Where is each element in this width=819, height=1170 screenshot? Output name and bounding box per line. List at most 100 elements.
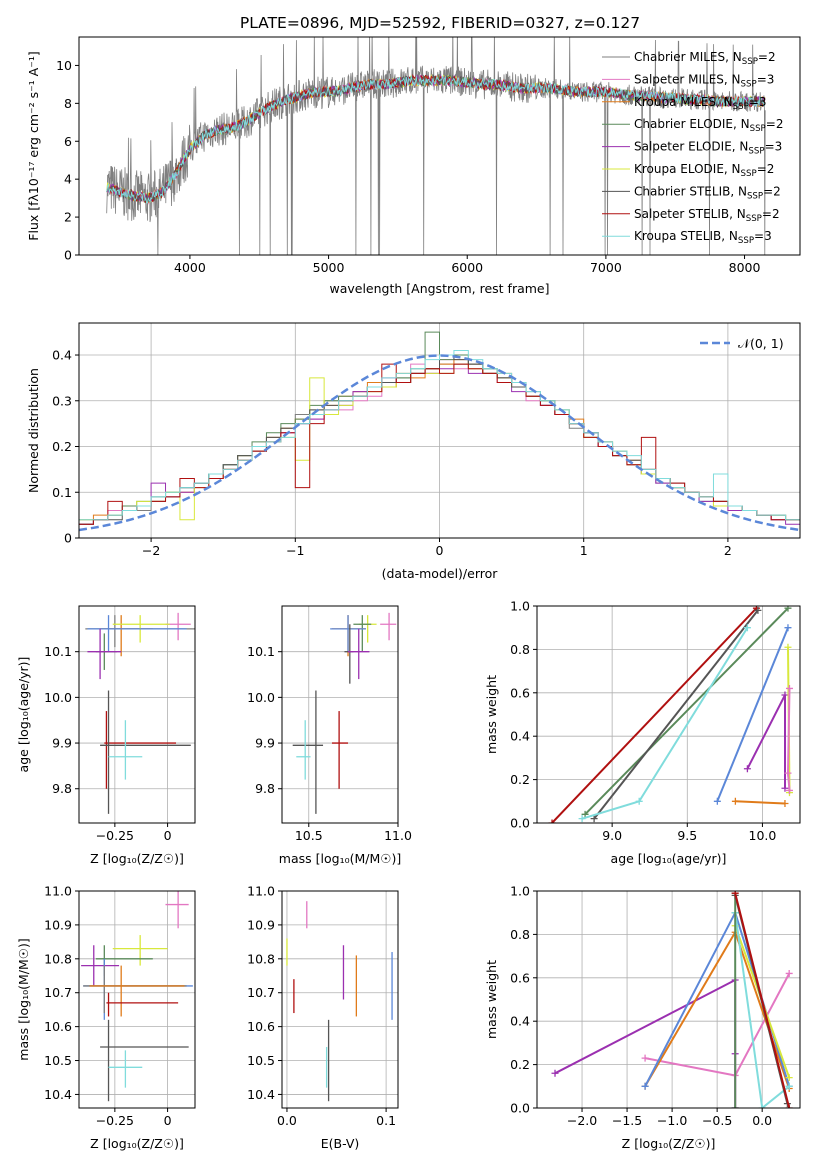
x-tick-label: −1.0 [657, 1113, 687, 1128]
data-point-marker [731, 797, 739, 805]
axes-frame [78, 36, 801, 256]
data-point-marker [641, 1054, 649, 1062]
y-axis-label: Flux [fλ10⁻¹⁷ erg cm⁻² s⁻¹ A⁻¹] [26, 51, 41, 240]
series-line-chabrier_stelib [593, 609, 759, 820]
y-tick-label: 10 [56, 58, 72, 73]
x-tick-label: 9.0 [602, 828, 622, 843]
x-tick-label: 0 [164, 1113, 172, 1128]
plot-area [85, 612, 195, 814]
y-tick-label: 10.8 [44, 951, 72, 966]
data-point-marker [784, 624, 792, 632]
y-tick-label: 0 [64, 248, 72, 263]
histogram-series-kroupa_stelib [79, 349, 800, 538]
x-tick-label: −0.5 [702, 1113, 732, 1128]
y-tick-label: 10.7 [44, 985, 72, 1000]
x-tick-label: 0 [436, 543, 444, 558]
y-tick-label: 0.6 [510, 685, 530, 700]
y-axis-label: age [log₁₀(age/yr)] [16, 657, 31, 773]
data-point-marker [743, 765, 751, 773]
y-tick-label: 10.0 [44, 690, 72, 705]
y-tick-label: 10.5 [247, 1053, 275, 1068]
data-point-marker [551, 1069, 559, 1077]
y-tick-label: 0 [64, 531, 72, 546]
data-point-marker [785, 1074, 793, 1082]
series-line-kroupa_stelib [734, 912, 790, 1108]
y-axis-label: mass weight [484, 675, 499, 754]
y-tick-label: 0.0 [510, 816, 530, 831]
x-tick-label: 9.5 [677, 828, 697, 843]
y-tick-label: 0.4 [510, 1014, 530, 1029]
y-axis-label: mass weight [484, 960, 499, 1039]
x-tick-label: 6000 [451, 260, 483, 275]
legend-label-kroupa_miles: Kroupa MILES, NSSP=3 [634, 95, 767, 112]
axes-frame [281, 890, 399, 1109]
y-axis-label: Normed distribution [26, 368, 41, 493]
data-point-marker [785, 1104, 793, 1108]
panel-mass-vs-EBV: 0.0 0.1 10.4 10.5 10.6 10.7 10.8 10.9 11.0 E(B-V) [247, 884, 399, 1151]
data-point-marker [731, 891, 739, 897]
x-tick-label: 5000 [313, 260, 345, 275]
data-point-marker [781, 691, 789, 699]
y-tick-label: 10.4 [44, 1087, 72, 1102]
x-tick-label: −0.25 [96, 1113, 134, 1128]
data-point-marker [784, 606, 792, 612]
series-line-kroupa_miles [735, 800, 786, 805]
data-point-marker [785, 684, 793, 692]
plot-area [106, 37, 766, 255]
axes-frame [536, 890, 801, 1109]
x-tick-label: 10.0 [749, 828, 777, 843]
y-tick-label: 11.0 [247, 884, 275, 899]
x-axis-label: age [log₁₀(age/yr)] [611, 851, 727, 866]
x-tick-label: 4000 [174, 260, 206, 275]
figure-title: PLATE=0896, MJD=52592, FIBERID=0327, z=0… [240, 14, 640, 32]
legend-label-kroupa_stelib: Kroupa STELIB, NSSP=3 [634, 229, 772, 246]
y-tick-label: 10.6 [44, 1019, 72, 1034]
axes-frame [78, 605, 196, 824]
y-tick-label: 2 [64, 210, 72, 225]
axes-frame [536, 605, 801, 824]
y-tick-label: 0.2 [52, 439, 72, 454]
data-point-marker [784, 643, 792, 651]
y-tick-label: 10.5 [44, 1053, 72, 1068]
data-point-marker [713, 797, 721, 805]
y-tick-label: 0.6 [510, 970, 530, 985]
plot-area [292, 612, 397, 814]
plot-area [81, 891, 193, 1102]
x-axis-label: mass [log₁₀(M/M☉)] [279, 851, 401, 866]
data-point-marker [590, 815, 598, 823]
axes-frame [281, 605, 399, 824]
y-axis-label: mass [log₁₀(M/M☉)] [16, 938, 31, 1060]
panel-spectrum: 4000 5000 6000 7000 8000 0 2 4 6 8 10 wavelength [A… [26, 36, 801, 296]
legend-label-chabrier_stelib: Chabrier STELIB, NSSP=2 [634, 184, 781, 201]
data-point-marker [784, 769, 792, 777]
plot-area [548, 606, 793, 823]
x-axis-label: wavelength [Angstrom, rest frame] [329, 281, 549, 296]
y-tick-label: 10.1 [44, 644, 72, 659]
y-tick-label: 10.7 [247, 985, 275, 1000]
x-tick-label: 0.0 [752, 1113, 772, 1128]
legend-label-salpeter_miles: Salpeter MILES, NSSP=3 [634, 72, 774, 89]
x-axis-label: Z [log₁₀(Z/Z☉)] [90, 851, 184, 866]
spectrum-data-line [106, 37, 766, 255]
x-tick-label: 2 [724, 543, 732, 558]
panel-weight-vs-Z: −2.0 −1.5 −1.0 −0.5 0.0 0.0 0.2 0.4 0.6 0.8 1.0 Z [… [484, 884, 801, 1151]
y-tick-label: 0.4 [510, 729, 530, 744]
y-tick-label: 1.0 [510, 599, 530, 614]
data-point-marker [785, 786, 793, 794]
y-tick-label: 0.2 [510, 772, 530, 787]
y-tick-label: 0.4 [52, 348, 72, 363]
y-tick-label: 10.1 [247, 644, 275, 659]
data-point-marker [758, 1104, 766, 1108]
y-tick-label: 0.1 [52, 485, 72, 500]
plot-area [551, 891, 793, 1108]
data-point-marker [548, 819, 556, 823]
series-line-chabrier_elodie [584, 607, 789, 816]
panel-age-vs-Z: −0.25 0 9.8 9.9 10.0 10.1 Z [log₁₀(Z/Z☉)] age [… [16, 605, 196, 866]
x-tick-label: 11.0 [384, 828, 412, 843]
series-line-salpeter_stelib [734, 892, 791, 1108]
x-tick-label: −1 [286, 543, 304, 558]
series-line-salpeter_elodie [746, 694, 786, 789]
data-point-marker [754, 606, 762, 614]
x-axis-label: Z [log₁₀(Z/Z☉)] [622, 1136, 716, 1151]
